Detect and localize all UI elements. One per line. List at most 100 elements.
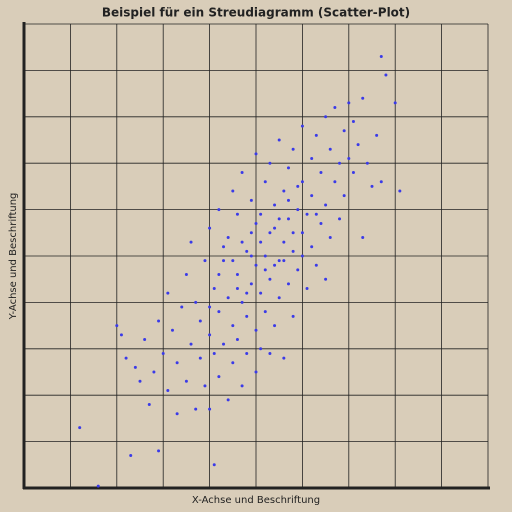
point — [300, 231, 304, 235]
point — [351, 119, 355, 123]
point — [263, 254, 267, 258]
point — [212, 463, 216, 467]
point — [314, 212, 318, 216]
point — [226, 235, 230, 239]
point — [249, 198, 253, 202]
point — [268, 351, 272, 355]
point — [333, 106, 337, 110]
point — [208, 305, 212, 309]
point — [268, 161, 272, 165]
point — [300, 124, 304, 128]
point — [296, 208, 300, 212]
point — [254, 222, 258, 226]
point — [231, 361, 235, 365]
point — [254, 152, 258, 156]
point — [286, 198, 290, 202]
point — [286, 282, 290, 286]
point — [235, 212, 239, 216]
point — [259, 347, 263, 351]
point — [324, 203, 328, 207]
point — [147, 402, 151, 406]
point — [231, 259, 235, 263]
point — [333, 180, 337, 184]
point — [342, 194, 346, 198]
point — [254, 370, 258, 374]
point — [259, 212, 263, 216]
point — [170, 328, 174, 332]
point — [212, 286, 216, 290]
point — [249, 254, 253, 258]
point — [273, 263, 277, 267]
point — [273, 226, 277, 230]
point — [273, 324, 277, 328]
point — [226, 296, 230, 300]
point — [217, 310, 221, 314]
point — [291, 314, 295, 318]
point — [222, 259, 226, 263]
point — [384, 73, 388, 77]
point — [375, 133, 379, 137]
point — [286, 166, 290, 170]
point — [152, 370, 156, 374]
point — [398, 189, 402, 193]
point — [356, 143, 360, 147]
point — [180, 305, 184, 309]
point — [296, 268, 300, 272]
point — [212, 351, 216, 355]
point — [277, 259, 281, 263]
point — [263, 268, 267, 272]
point — [78, 426, 82, 430]
point — [314, 263, 318, 267]
point — [365, 161, 369, 165]
point — [351, 170, 355, 174]
point — [240, 240, 244, 244]
point — [203, 259, 207, 263]
point — [277, 138, 281, 142]
point — [166, 389, 170, 393]
point — [249, 231, 253, 235]
point — [245, 291, 249, 295]
point — [268, 277, 272, 281]
point — [240, 170, 244, 174]
point — [175, 412, 179, 416]
point — [282, 240, 286, 244]
point — [338, 217, 342, 221]
point — [198, 319, 202, 323]
point — [249, 282, 253, 286]
point — [291, 147, 295, 151]
point — [235, 286, 239, 290]
point — [184, 379, 188, 383]
point — [143, 338, 147, 342]
point — [161, 351, 165, 355]
point — [254, 263, 258, 267]
point — [300, 254, 304, 258]
point — [310, 157, 314, 161]
point — [133, 365, 137, 369]
point — [184, 273, 188, 277]
point — [115, 324, 119, 328]
point — [175, 361, 179, 365]
point — [203, 384, 207, 388]
point — [310, 194, 314, 198]
point — [338, 161, 342, 165]
point — [119, 333, 123, 337]
point — [194, 300, 198, 304]
point — [263, 310, 267, 314]
point — [277, 296, 281, 300]
point — [370, 184, 374, 188]
point — [324, 277, 328, 281]
point — [96, 484, 100, 488]
point — [291, 249, 295, 253]
point — [240, 300, 244, 304]
point — [245, 314, 249, 318]
point — [273, 203, 277, 207]
point — [124, 356, 128, 360]
point — [259, 240, 263, 244]
point — [208, 407, 212, 411]
point — [314, 133, 318, 137]
point — [305, 286, 309, 290]
point — [324, 115, 328, 119]
x-axis-label: X-Achse und Beschriftung — [192, 495, 320, 506]
point — [268, 231, 272, 235]
point — [305, 212, 309, 216]
